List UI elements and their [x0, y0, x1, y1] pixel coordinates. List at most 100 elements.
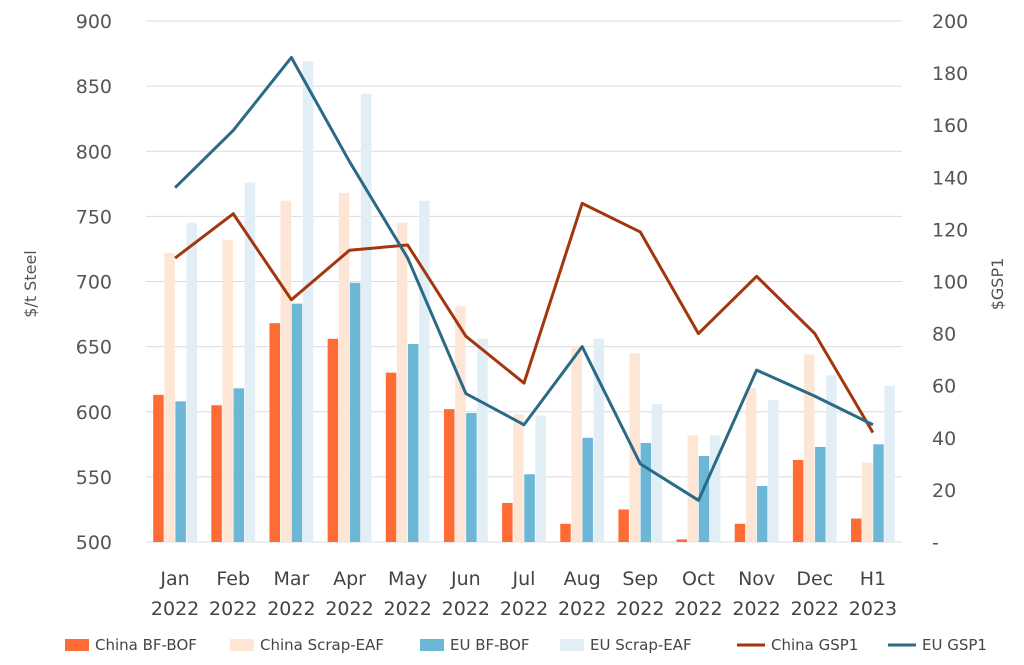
x-tick-label: Apr — [333, 568, 366, 590]
legend-swatch — [420, 639, 444, 651]
x-tick-label: Feb — [216, 568, 250, 590]
right-tick-label: 160 — [932, 115, 968, 137]
bar — [349, 282, 361, 542]
bar — [629, 353, 641, 542]
line-china-gsp1 — [174, 201, 875, 434]
legend-swatch — [560, 639, 584, 651]
line-series — [174, 55, 875, 502]
bar — [687, 435, 699, 542]
left-tick-label: 650 — [76, 337, 112, 359]
right-axis-ticks: - 20 40 60 80 100 120 140 160 180 200 — [932, 11, 968, 554]
left-tick-label: 550 — [76, 467, 112, 489]
bar — [826, 375, 837, 542]
legend: China BF-BOF China Scrap-EAF EU BF-BOF EU S… — [65, 636, 987, 654]
bar — [302, 61, 314, 542]
x-tick-label: Jun — [450, 568, 481, 590]
right-tick-label: 120 — [932, 219, 968, 241]
left-tick-label: 750 — [76, 206, 112, 228]
bar — [513, 414, 524, 542]
x-tick-label: 2022 — [267, 598, 315, 620]
bar — [175, 401, 186, 542]
bar — [640, 443, 652, 542]
x-tick-label: 2022 — [325, 598, 373, 620]
bar — [360, 93, 372, 542]
x-tick-label: Sep — [622, 568, 658, 590]
bar — [419, 200, 430, 542]
x-tick-label: May — [388, 568, 427, 590]
bar — [153, 394, 164, 542]
bar — [327, 338, 339, 542]
x-tick-label: 2022 — [384, 598, 432, 620]
bar — [535, 415, 546, 542]
x-tick-label: 2022 — [442, 598, 490, 620]
bar — [396, 222, 408, 542]
legend-label: EU BF-BOF — [450, 636, 529, 654]
legend-swatch — [65, 639, 89, 651]
left-axis-title: $/t Steel — [21, 250, 40, 318]
x-tick-label: 2022 — [558, 598, 606, 620]
right-tick-label: 80 — [932, 324, 956, 346]
right-tick-label: 180 — [932, 63, 968, 85]
left-tick-label: 800 — [76, 141, 112, 163]
legend-label: China BF-BOF — [95, 636, 197, 654]
x-tick-label: 2022 — [616, 598, 664, 620]
x-axis-ticks: Jan 2022 Feb 2022 Mar 2022 Apr 2022 May 2022 Jun 20… — [151, 568, 897, 620]
bar — [792, 459, 804, 542]
bar — [455, 306, 466, 542]
legend-label: EU GSP1 — [922, 636, 987, 654]
x-tick-label: Jan — [159, 568, 189, 590]
bar — [593, 338, 605, 542]
bar — [873, 444, 884, 542]
bar — [582, 437, 593, 542]
bar — [745, 388, 757, 542]
right-tick-label: 200 — [932, 11, 968, 33]
bar — [698, 456, 710, 542]
bar — [164, 252, 175, 542]
bar — [338, 192, 350, 542]
bar — [269, 323, 280, 542]
bar — [233, 388, 245, 542]
x-tick-label: Aug — [564, 568, 601, 590]
x-tick-label: 2022 — [674, 598, 722, 620]
bar — [618, 509, 629, 542]
bar — [571, 346, 582, 542]
x-tick-label: Jul — [512, 568, 536, 590]
line-eu-gsp1 — [174, 55, 874, 502]
bar — [280, 200, 292, 542]
bar — [851, 518, 862, 542]
x-tick-label: Oct — [682, 568, 715, 590]
bar — [502, 502, 513, 542]
legend-label: EU Scrap-EAF — [590, 636, 692, 654]
bar — [709, 435, 721, 542]
bar — [803, 354, 815, 542]
left-tick-label: 850 — [76, 76, 112, 98]
bar — [524, 474, 535, 542]
x-tick-label: Mar — [273, 568, 309, 590]
x-tick-label: 2022 — [791, 598, 839, 620]
left-tick-label: 500 — [76, 532, 112, 554]
bar — [756, 485, 768, 542]
x-tick-label: 2022 — [209, 598, 257, 620]
legend-swatch — [230, 639, 254, 651]
bar — [385, 372, 397, 542]
legend-label: China GSP1 — [771, 636, 858, 654]
bar — [477, 338, 488, 542]
bar-series — [153, 61, 895, 542]
x-tick-label: 2023 — [849, 598, 897, 620]
right-tick-label: 140 — [932, 167, 968, 189]
bar — [291, 303, 303, 542]
right-axis-title: $GSP1 — [988, 258, 1007, 311]
bar — [768, 400, 779, 542]
bar — [815, 446, 826, 542]
left-axis-ticks: 500 550 600 650 700 750 800 850 900 — [76, 11, 112, 554]
bar — [443, 409, 455, 542]
bar — [466, 413, 477, 542]
right-tick-label: - — [932, 532, 939, 554]
bar — [211, 405, 222, 542]
left-tick-label: 600 — [76, 402, 112, 424]
bar — [862, 462, 873, 542]
left-tick-label: 900 — [76, 11, 112, 33]
right-tick-label: 60 — [932, 376, 956, 398]
x-tick-label: Nov — [738, 568, 775, 590]
